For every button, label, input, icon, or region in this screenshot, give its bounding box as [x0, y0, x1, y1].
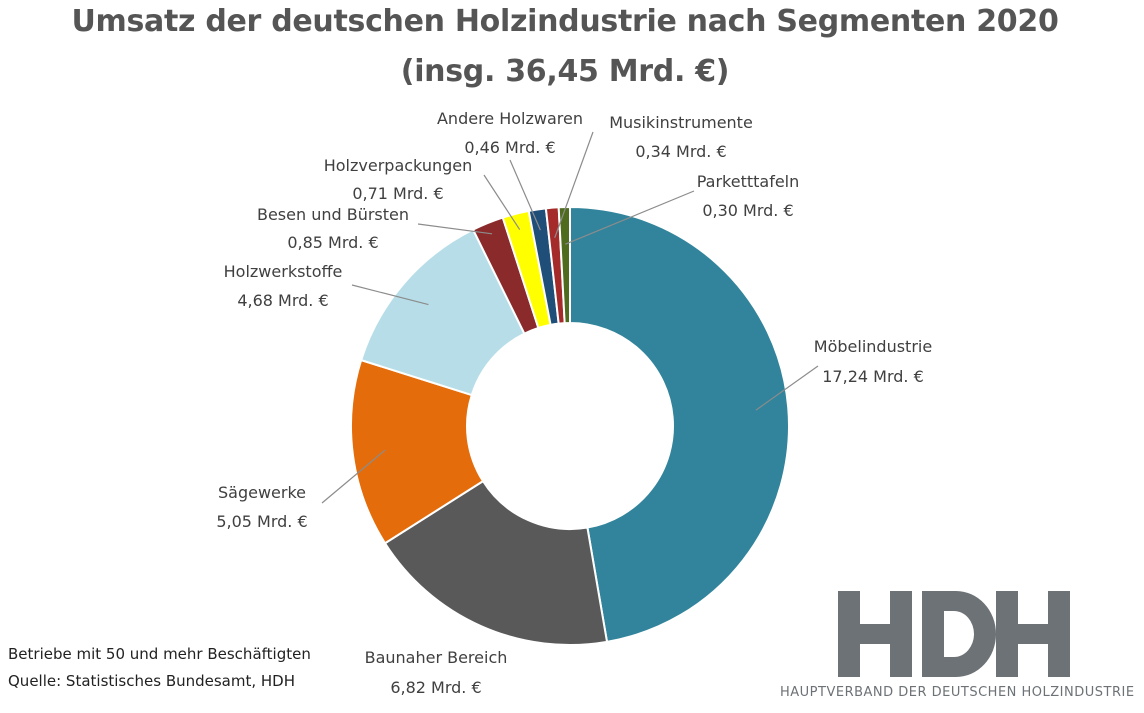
slice-value-label: 0,85 Mrd. €: [287, 233, 378, 252]
slice-holzwerkstoffe: [359, 228, 526, 397]
slice-name-label: Musikinstrumente: [609, 113, 753, 132]
donut-slices: [350, 205, 791, 646]
slice-value-label: 0,34 Mrd. €: [635, 142, 726, 161]
slice-baunaher-bereich: [383, 479, 609, 646]
leader-line: [554, 131, 594, 238]
slice-name-label: Möbelindustrie: [814, 337, 932, 356]
slice-name-label: Andere Holzwaren: [437, 109, 583, 128]
footnote-scope: Betriebe mit 50 und mehr Beschäftigten: [8, 645, 311, 663]
slice-name-label: Sägewerke: [218, 483, 306, 502]
slice-name-label: Baunaher Bereich: [365, 648, 508, 667]
footnote-source: Quelle: Statistisches Bundesamt, HDH: [8, 672, 296, 690]
slice-parketttafeln: [557, 205, 571, 325]
leader-line: [321, 449, 386, 504]
hdh-logo-subtitle: HAUPTVERBAND DER DEUTSCHEN HOLZINDUSTRIE: [780, 685, 1135, 700]
slice-möbelindustrie: [569, 205, 791, 644]
leader-line: [483, 174, 521, 230]
slice-name-label: Besen und Bürsten: [257, 205, 409, 224]
slice-name-label: Parketttafeln: [697, 172, 800, 191]
slice-value-label: 17,24 Mrd. €: [822, 367, 924, 386]
slice-labels: Möbelindustrie 17,24 Mrd. € Baunaher Berei…: [216, 109, 932, 697]
slice-name-label: Holzwerkstoffe: [224, 262, 343, 281]
slice-value-label: 0,30 Mrd. €: [702, 201, 793, 220]
slice-value-label: 0,46 Mrd. €: [464, 138, 555, 157]
hdh-logo: [838, 591, 1070, 677]
slice-sägewerke: [350, 358, 485, 545]
leader-lines: [321, 131, 819, 504]
leader-line: [509, 159, 541, 231]
slice-value-label: 5,05 Mrd. €: [216, 512, 307, 531]
hdh-logo-mark: [838, 591, 1070, 677]
slice-value-label: 0,71 Mrd. €: [352, 184, 443, 203]
leader-line: [351, 284, 429, 306]
leader-line: [417, 223, 493, 235]
leader-line: [565, 190, 695, 245]
chart-subtitle-total: (insg. 36,45 Mrd. €): [400, 54, 730, 89]
chart-title: Umsatz der deutschen Holzindustrie nach …: [71, 4, 1059, 39]
slice-value-label: 4,68 Mrd. €: [237, 291, 328, 310]
slice-value-label: 6,82 Mrd. €: [390, 678, 481, 697]
leader-line: [755, 365, 819, 411]
slice-name-label: Holzverpackungen: [324, 156, 473, 175]
